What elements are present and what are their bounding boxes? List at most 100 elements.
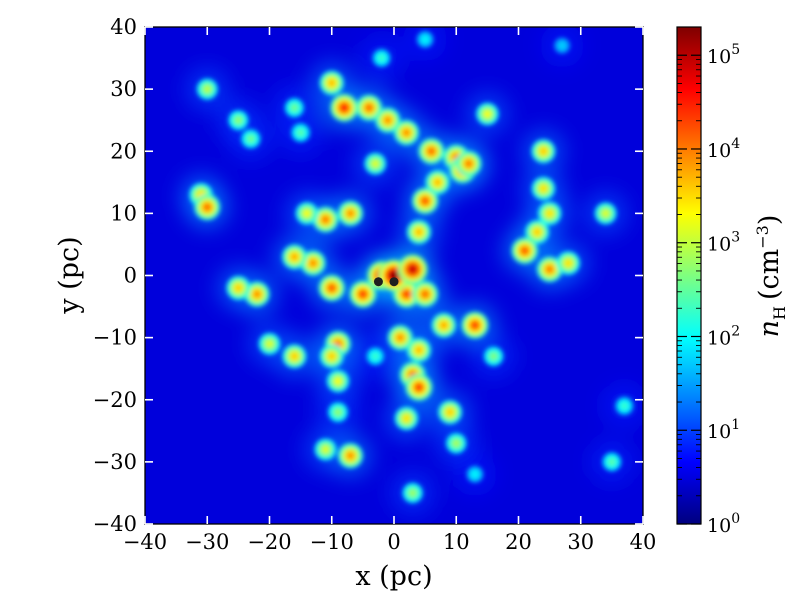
clump-24 bbox=[364, 152, 387, 175]
clump-24-ring-4 bbox=[372, 160, 379, 167]
clump-3-ring-4 bbox=[421, 290, 429, 298]
clump-22 bbox=[312, 206, 339, 233]
clump-1-ring-4 bbox=[359, 290, 367, 298]
clump-43-ring-4 bbox=[440, 321, 448, 329]
clump-64 bbox=[615, 396, 634, 416]
clump-14 bbox=[418, 138, 445, 165]
clump-6-ring-4 bbox=[290, 253, 298, 261]
clump-21 bbox=[337, 200, 364, 226]
colorbar-tick-exponent-5: 5 bbox=[731, 42, 740, 58]
clump-19-ring-4 bbox=[434, 178, 441, 186]
clump-21-ring-4 bbox=[346, 209, 354, 217]
colorbar-tick-label-4: 104 bbox=[707, 136, 740, 162]
clump-66-ring-4 bbox=[559, 43, 565, 48]
clump-66 bbox=[554, 37, 570, 54]
clump-41 bbox=[594, 202, 617, 225]
clump-26-ring-4 bbox=[235, 117, 242, 124]
clump-59 bbox=[445, 432, 467, 454]
colorbar-label-close: ) bbox=[754, 215, 785, 226]
colorbar-tick-exponent-2: 2 bbox=[731, 323, 740, 339]
clump-39-ring-4 bbox=[546, 265, 554, 273]
clump-55-ring-4 bbox=[322, 446, 329, 453]
clump-43 bbox=[431, 312, 457, 338]
x-tick-label-6: 20 bbox=[505, 530, 532, 554]
clump-53 bbox=[326, 369, 350, 393]
clump-56-ring-4 bbox=[346, 452, 354, 460]
colorbar-tick-label-3: 103 bbox=[707, 230, 740, 256]
clump-14-ring-4 bbox=[427, 147, 435, 155]
sink-particles-layer bbox=[373, 277, 399, 287]
y-axis-ticks: −40 −30 −20 −10 0 10 20 30 40 bbox=[93, 15, 643, 536]
clump-12 bbox=[375, 107, 401, 133]
sink-particle-0 bbox=[373, 277, 383, 287]
clump-30 bbox=[372, 49, 391, 68]
colorbar-tick-exponent-3: 3 bbox=[731, 230, 740, 246]
clump-54 bbox=[327, 402, 349, 423]
colorbar-tick-label-1: 101 bbox=[707, 417, 740, 443]
clump-11 bbox=[319, 70, 344, 96]
y-axis-label: y (pc) bbox=[54, 236, 85, 314]
clump-48 bbox=[366, 347, 385, 366]
clump-17 bbox=[455, 150, 482, 177]
x-tick-label-0: −40 bbox=[123, 530, 167, 554]
clump-27 bbox=[241, 129, 261, 149]
colorbar-tick-exponent-0: 0 bbox=[731, 511, 740, 527]
clump-7-ring-4 bbox=[253, 290, 261, 298]
clump-50 bbox=[319, 344, 344, 369]
clump-32 bbox=[194, 194, 221, 221]
sink-particle-1 bbox=[389, 277, 399, 287]
clump-2 bbox=[392, 280, 420, 308]
clump-13-ring-4 bbox=[402, 129, 410, 137]
clump-51 bbox=[282, 344, 307, 369]
clump-60 bbox=[466, 465, 484, 483]
clump-47-ring-4 bbox=[396, 334, 404, 342]
x-tick-label-2: −20 bbox=[247, 530, 291, 554]
colorbar-label-n: n bbox=[754, 320, 785, 337]
clump-65 bbox=[416, 31, 434, 48]
colorbar-frame bbox=[676, 26, 702, 525]
clump-8 bbox=[226, 276, 251, 300]
clump-51-ring-4 bbox=[291, 352, 298, 360]
x-tick-label-7: 30 bbox=[567, 530, 594, 554]
clump-53-ring-4 bbox=[334, 377, 342, 385]
clump-23-ring-4 bbox=[303, 210, 311, 217]
clump-25-ring-4 bbox=[204, 86, 211, 93]
clump-47 bbox=[387, 325, 413, 351]
clump-52-ring-4 bbox=[266, 340, 273, 347]
clump-13 bbox=[393, 120, 420, 146]
clump-42 bbox=[461, 311, 489, 339]
colorbar-tick-base-2: 10 bbox=[707, 327, 731, 349]
clump-63-ring-4 bbox=[609, 459, 615, 465]
x-axis-ticks: −40 −30 −20 −10 0 10 20 30 40 bbox=[123, 27, 656, 554]
clump-33 bbox=[476, 102, 499, 126]
clump-9-ring-4 bbox=[340, 103, 349, 112]
y-tick-label-1: −30 bbox=[93, 450, 137, 474]
clump-32-ring-4 bbox=[203, 203, 211, 211]
clump-9 bbox=[330, 93, 359, 122]
colorbar-tick-base-1: 10 bbox=[707, 421, 731, 443]
clump-11-ring-4 bbox=[328, 79, 336, 87]
clump-2-ring-4 bbox=[402, 290, 411, 298]
clump-58 bbox=[438, 400, 462, 425]
clump-10-ring-4 bbox=[365, 104, 373, 112]
colorbar-tick-base-0: 10 bbox=[707, 515, 731, 537]
clump-46-ring-4 bbox=[415, 383, 423, 392]
clump-12-ring-4 bbox=[384, 116, 392, 124]
clump-42-ring-4 bbox=[471, 321, 479, 329]
clump-48-ring-4 bbox=[372, 353, 378, 359]
clump-35 bbox=[531, 176, 556, 201]
clump-46 bbox=[405, 373, 433, 401]
y-tick-label-2: −20 bbox=[93, 388, 137, 412]
clump-10 bbox=[356, 94, 383, 121]
clump-38 bbox=[511, 237, 538, 264]
clump-40-ring-4 bbox=[565, 259, 572, 267]
clump-33-ring-4 bbox=[484, 110, 491, 118]
x-tick-label-5: 10 bbox=[443, 530, 470, 554]
x-tick-label-1: −30 bbox=[185, 530, 229, 554]
colorbar-tick-exponent-1: 1 bbox=[731, 417, 740, 433]
clump-20 bbox=[406, 219, 432, 245]
x-tick-label-4: 0 bbox=[387, 530, 400, 554]
clump-37 bbox=[525, 220, 550, 244]
